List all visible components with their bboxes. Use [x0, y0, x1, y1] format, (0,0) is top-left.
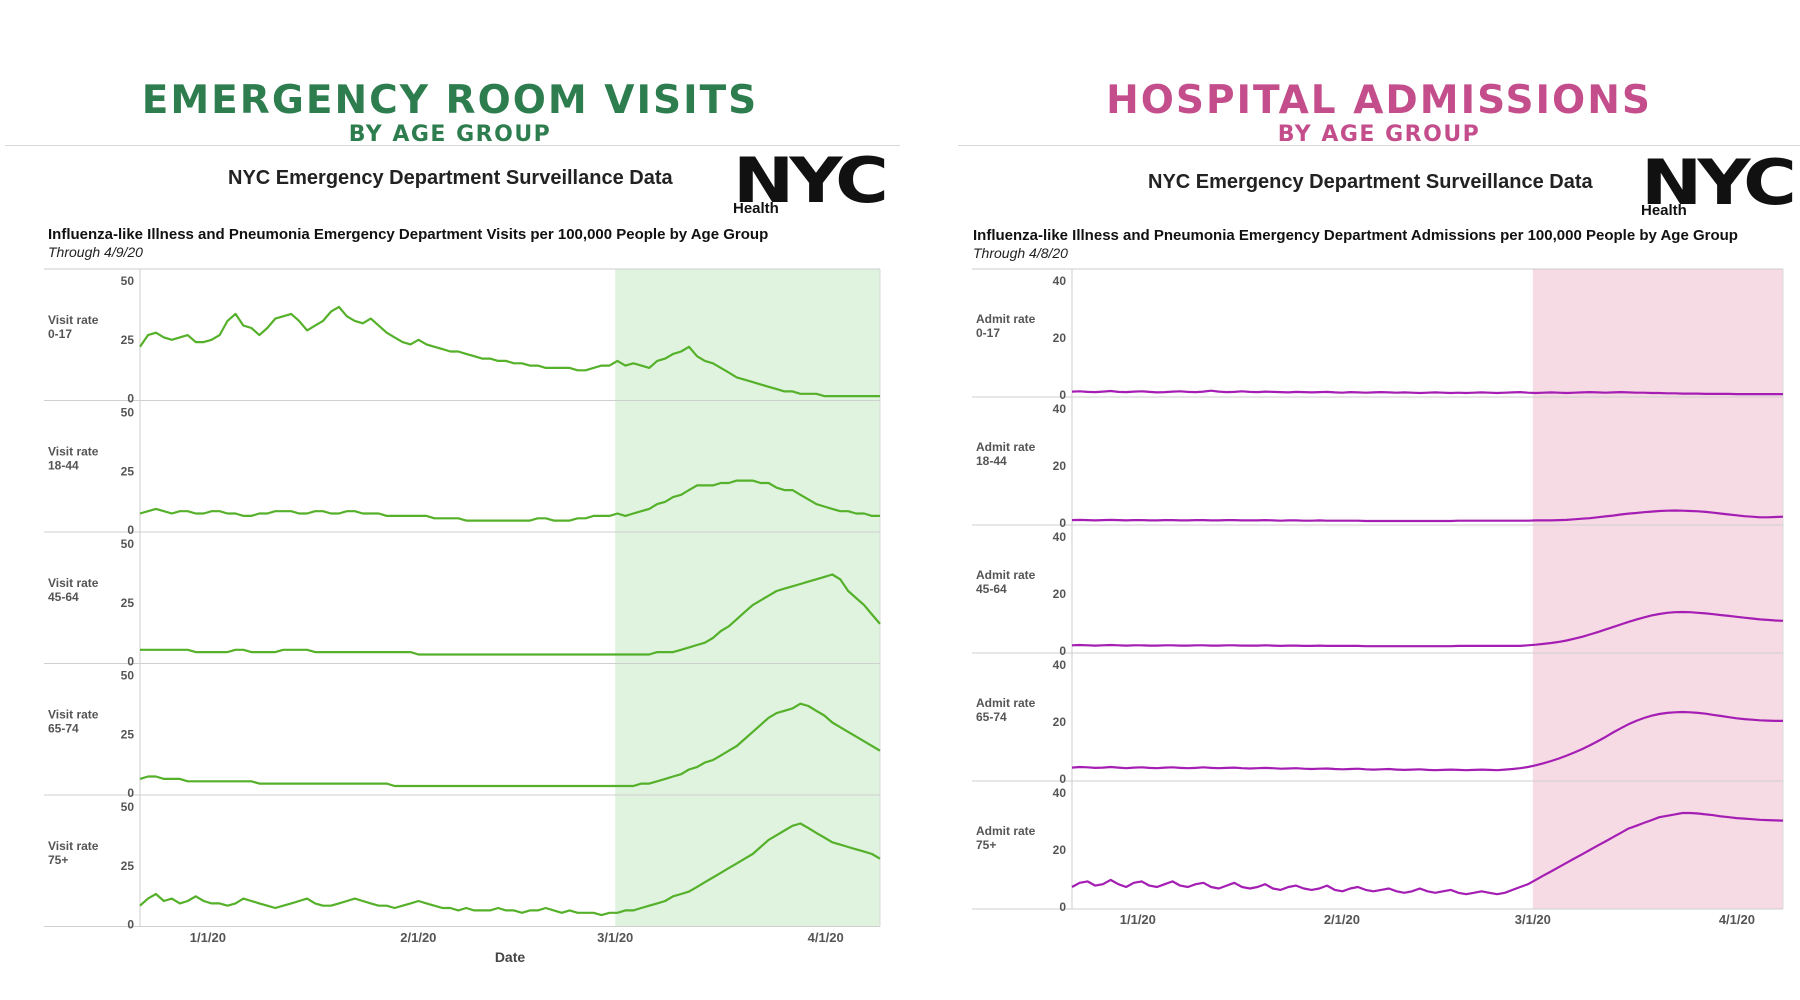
x-axis-label: Date [495, 949, 526, 965]
row-label-group: 65-74 [976, 710, 1007, 724]
y-tick-label: 25 [121, 464, 135, 478]
nyc-logo-health: Health [1641, 202, 1687, 219]
y-tick-label: 20 [1053, 715, 1067, 729]
surveillance-header: NYC Emergency Department Surveillance Da… [1148, 171, 1593, 193]
row-label: Admit rate [976, 696, 1036, 710]
row-label: Admit rate [976, 824, 1036, 838]
y-tick-label: 0 [127, 786, 134, 800]
x-tick-label: 1/1/20 [190, 930, 226, 945]
row-label: Visit rate [48, 839, 99, 853]
y-tick-label: 0 [127, 392, 134, 406]
highlight-region [1532, 269, 1783, 909]
chart-subtitle: Through 4/9/20 [48, 244, 143, 260]
y-tick-label: 50 [121, 669, 135, 683]
series-line-2 [140, 573, 881, 656]
x-tick-label: 3/1/20 [597, 930, 633, 945]
y-tick-label: 50 [121, 406, 135, 420]
divider [5, 145, 900, 146]
x-tick-label: 3/1/20 [1515, 912, 1551, 927]
row-label-group: 18-44 [976, 454, 1007, 468]
highlight-region [615, 269, 880, 927]
y-tick-label: 0 [1059, 388, 1066, 402]
row-label-group: 45-64 [976, 582, 1007, 596]
row-label: Admit rate [976, 568, 1036, 582]
y-tick-label: 25 [121, 596, 135, 610]
surveillance-header: NYC Emergency Department Surveillance Da… [228, 167, 673, 189]
row-label-group: 65-74 [48, 722, 79, 736]
y-tick-label: 20 [1053, 331, 1067, 345]
y-tick-label: 40 [1053, 530, 1067, 544]
y-tick-label: 40 [1053, 658, 1067, 672]
series-line-4 [139, 822, 881, 917]
y-tick-label: 0 [1059, 516, 1066, 530]
series-line-2 [1071, 610, 1784, 648]
row-label-group: 75+ [976, 838, 996, 852]
x-tick-label: 2/1/20 [1324, 912, 1360, 927]
row-label-group: 45-64 [48, 590, 79, 604]
x-tick-label: 1/1/20 [1120, 912, 1156, 927]
y-tick-label: 25 [121, 727, 135, 741]
y-tick-label: 50 [121, 800, 135, 814]
y-tick-label: 20 [1053, 459, 1067, 473]
series-line-1 [1071, 509, 1784, 523]
hospital-admissions-panel: HOSPITAL ADMISSIONS BY AGE GROUP NYC Eme… [958, 0, 1800, 1000]
nyc-logo-health: Health [733, 200, 779, 217]
row-label-group: 18-44 [48, 459, 79, 473]
row-label: Visit rate [48, 313, 99, 327]
y-tick-label: 50 [121, 537, 135, 551]
y-tick-label: 25 [121, 859, 135, 873]
y-tick-label: 0 [1059, 644, 1066, 658]
row-label: Visit rate [48, 445, 99, 459]
panel-title: HOSPITAL ADMISSIONS [1106, 78, 1652, 123]
panel-title: EMERGENCY ROOM VISITS [141, 78, 759, 123]
y-tick-label: 20 [1053, 843, 1067, 857]
series-line-1 [139, 479, 880, 522]
y-tick-label: 0 [1059, 900, 1066, 914]
row-label-group: 0-17 [976, 326, 1000, 340]
y-tick-label: 0 [127, 523, 134, 537]
y-tick-label: 50 [121, 274, 135, 288]
row-label: Visit rate [48, 576, 99, 590]
y-tick-label: 0 [127, 918, 134, 932]
row-label-group: 75+ [48, 853, 68, 867]
y-tick-label: 40 [1053, 402, 1067, 416]
x-tick-label: 2/1/20 [400, 930, 436, 945]
y-tick-label: 0 [1059, 772, 1066, 786]
nyc-logo: NYC [1641, 146, 1797, 219]
series-line-3 [1071, 710, 1783, 772]
panel-subtitle: BY AGE GROUP [1277, 122, 1481, 147]
row-label-group: 0-17 [48, 327, 72, 341]
er-visits-panel: EMERGENCY ROOM VISITS BY AGE GROUP NYC E… [5, 78, 900, 260]
y-tick-label: 25 [121, 333, 135, 347]
chart-title: Influenza-like Illness and Pneumonia Eme… [973, 227, 1738, 244]
series-line-0 [139, 305, 880, 398]
y-tick-label: 0 [127, 655, 134, 669]
y-tick-label: 40 [1053, 274, 1067, 288]
nyc-logo: NYC [733, 144, 889, 217]
x-tick-label: 4/1/20 [808, 930, 844, 945]
divider [958, 145, 1800, 146]
y-tick-label: 40 [1053, 786, 1067, 800]
row-label: Visit rate [48, 708, 99, 722]
chart-subtitle: Through 4/8/20 [973, 245, 1068, 261]
chart-title: Influenza-like Illness and Pneumonia Eme… [48, 226, 769, 243]
series-line-3 [139, 702, 881, 788]
row-label: Admit rate [976, 312, 1036, 326]
row-label: Admit rate [976, 440, 1036, 454]
y-tick-label: 20 [1053, 587, 1067, 601]
x-tick-label: 4/1/20 [1719, 912, 1755, 927]
series-line-0 [1071, 389, 1783, 396]
series-line-4 [1071, 811, 1784, 896]
panel-subtitle: BY AGE GROUP [348, 122, 552, 147]
